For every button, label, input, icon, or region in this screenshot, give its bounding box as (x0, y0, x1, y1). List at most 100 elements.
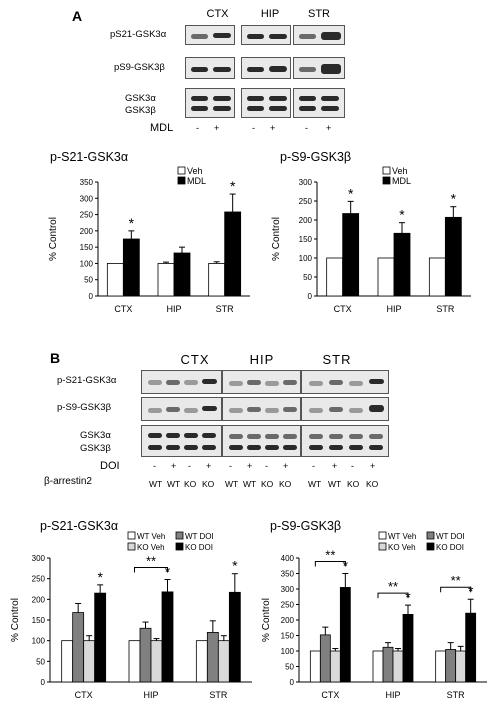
chart-a2: 0 50 100 150 200 250 300 % Control * CTX * HIP * STR V… (271, 166, 471, 314)
legend-swatch (175, 542, 184, 551)
bar (72, 612, 85, 683)
bar (61, 640, 74, 683)
panel-a-letter: A (72, 8, 83, 24)
legend-swatch (177, 166, 186, 175)
y-tick-label: 250 (299, 197, 313, 206)
bar (195, 640, 208, 683)
x-tick-label: STR (209, 690, 228, 700)
y-tick-label: 100 (32, 637, 46, 646)
bar (326, 257, 344, 297)
y-axis-label: % Control (48, 217, 59, 261)
bar (428, 257, 446, 297)
chart-a1-title: p-S21-GSK3α (50, 150, 129, 164)
panel-b-genotype: KO (261, 479, 274, 489)
legend-swatch (177, 176, 186, 185)
x-tick-label: STR (216, 304, 235, 314)
legend-swatch (378, 542, 387, 551)
significance-star: * (230, 178, 236, 194)
y-tick-label: 250 (281, 601, 295, 610)
bar (445, 649, 457, 683)
panel-b-genotype: KO (366, 479, 379, 489)
panel-b-genotype: WT (149, 479, 163, 489)
legend-swatch (426, 542, 435, 551)
bar (402, 614, 414, 683)
legend-label: MDL (187, 176, 206, 186)
panel-a-sign: - (196, 123, 199, 133)
y-tick-label: 50 (285, 663, 294, 672)
significance-star: * (97, 569, 103, 585)
panel-b-sign: + (283, 461, 289, 471)
bar (319, 634, 331, 683)
bar (309, 650, 321, 683)
panel-a-blot-ps21-str (293, 25, 345, 45)
panel-b-sign: + (171, 461, 177, 471)
significance-star: * (348, 185, 354, 201)
panel-b-genotype-label: β-arrestin2 (44, 476, 92, 487)
panel-b-sign: + (332, 461, 338, 471)
legend-label: WT DOI (436, 532, 465, 541)
x-tick-label: STR (436, 304, 455, 314)
panel-b-genotype: WT (308, 479, 322, 489)
panel-b-sign: - (229, 461, 232, 471)
bar (150, 640, 163, 683)
panel-b-sign: + (247, 461, 253, 471)
y-tick-label: 100 (80, 259, 94, 268)
bar (393, 232, 411, 297)
y-tick-label: 150 (299, 235, 313, 244)
legend-swatch (426, 531, 435, 540)
bar (329, 650, 341, 683)
y-tick-label: 150 (281, 632, 295, 641)
panel-b-genotype: KO (279, 479, 292, 489)
bar (465, 612, 477, 683)
legend-label: WT Veh (388, 532, 416, 541)
panel-a-region-ctx: CTX (206, 8, 229, 20)
bar (128, 640, 141, 683)
panel-a-blot-ps21-ctx (185, 25, 235, 45)
bar (139, 627, 152, 683)
panel-b-genotype: KO (184, 479, 197, 489)
panel-b-sign: + (370, 461, 376, 471)
panel-a-label-gsk3a: GSK3α (125, 93, 156, 104)
bar (224, 211, 242, 297)
y-tick-label: 0 (41, 678, 46, 687)
legend-label: WT Veh (137, 532, 165, 541)
panel-a-label-ps21: pS21-GSK3α (110, 29, 167, 40)
y-tick-label: 0 (308, 292, 313, 301)
x-tick-label: HIP (166, 304, 181, 314)
legend-label: KO DOI (185, 543, 213, 552)
bar (173, 252, 191, 297)
y-tick-label: 400 (281, 554, 295, 563)
y-tick-label: 50 (303, 273, 312, 282)
y-tick-label: 250 (80, 211, 94, 220)
panel-a-region-str: STR (308, 8, 330, 20)
panel-b-letter: B (50, 350, 61, 366)
y-tick-label: 350 (80, 178, 94, 187)
panel-b-blot-ps21-hip (222, 370, 301, 394)
bar (157, 263, 175, 297)
y-tick-label: 200 (80, 227, 94, 236)
panel-a-blot-ps21-hip (241, 25, 291, 45)
bracket-label: ** (325, 548, 335, 563)
panel-b-sign: - (312, 461, 315, 471)
legend-swatch (382, 166, 391, 175)
panel-b-treatment-label: DOI (100, 460, 120, 472)
panel-a-blot-ps9-ctx (185, 57, 235, 79)
bar (217, 640, 230, 683)
y-tick-label: 150 (80, 243, 94, 252)
panel-b-blot-total-ctx (141, 425, 222, 457)
y-tick-label: 0 (290, 678, 295, 687)
panel-a-blot-total-hip (241, 88, 291, 118)
bar (455, 650, 467, 683)
panel-b-sign: + (206, 461, 212, 471)
x-tick-label: CTX (75, 690, 93, 700)
x-tick-label: HIP (143, 690, 158, 700)
legend-swatch (127, 531, 136, 540)
y-tick-label: 200 (281, 616, 295, 625)
y-tick-label: 200 (32, 595, 46, 604)
panel-a-sign: + (270, 123, 276, 133)
panel-b-label-gsk3b: GSK3β (80, 443, 111, 454)
panel-b-genotype: WT (328, 479, 342, 489)
chart-b2-title: p-S9-GSK3β (270, 519, 342, 533)
